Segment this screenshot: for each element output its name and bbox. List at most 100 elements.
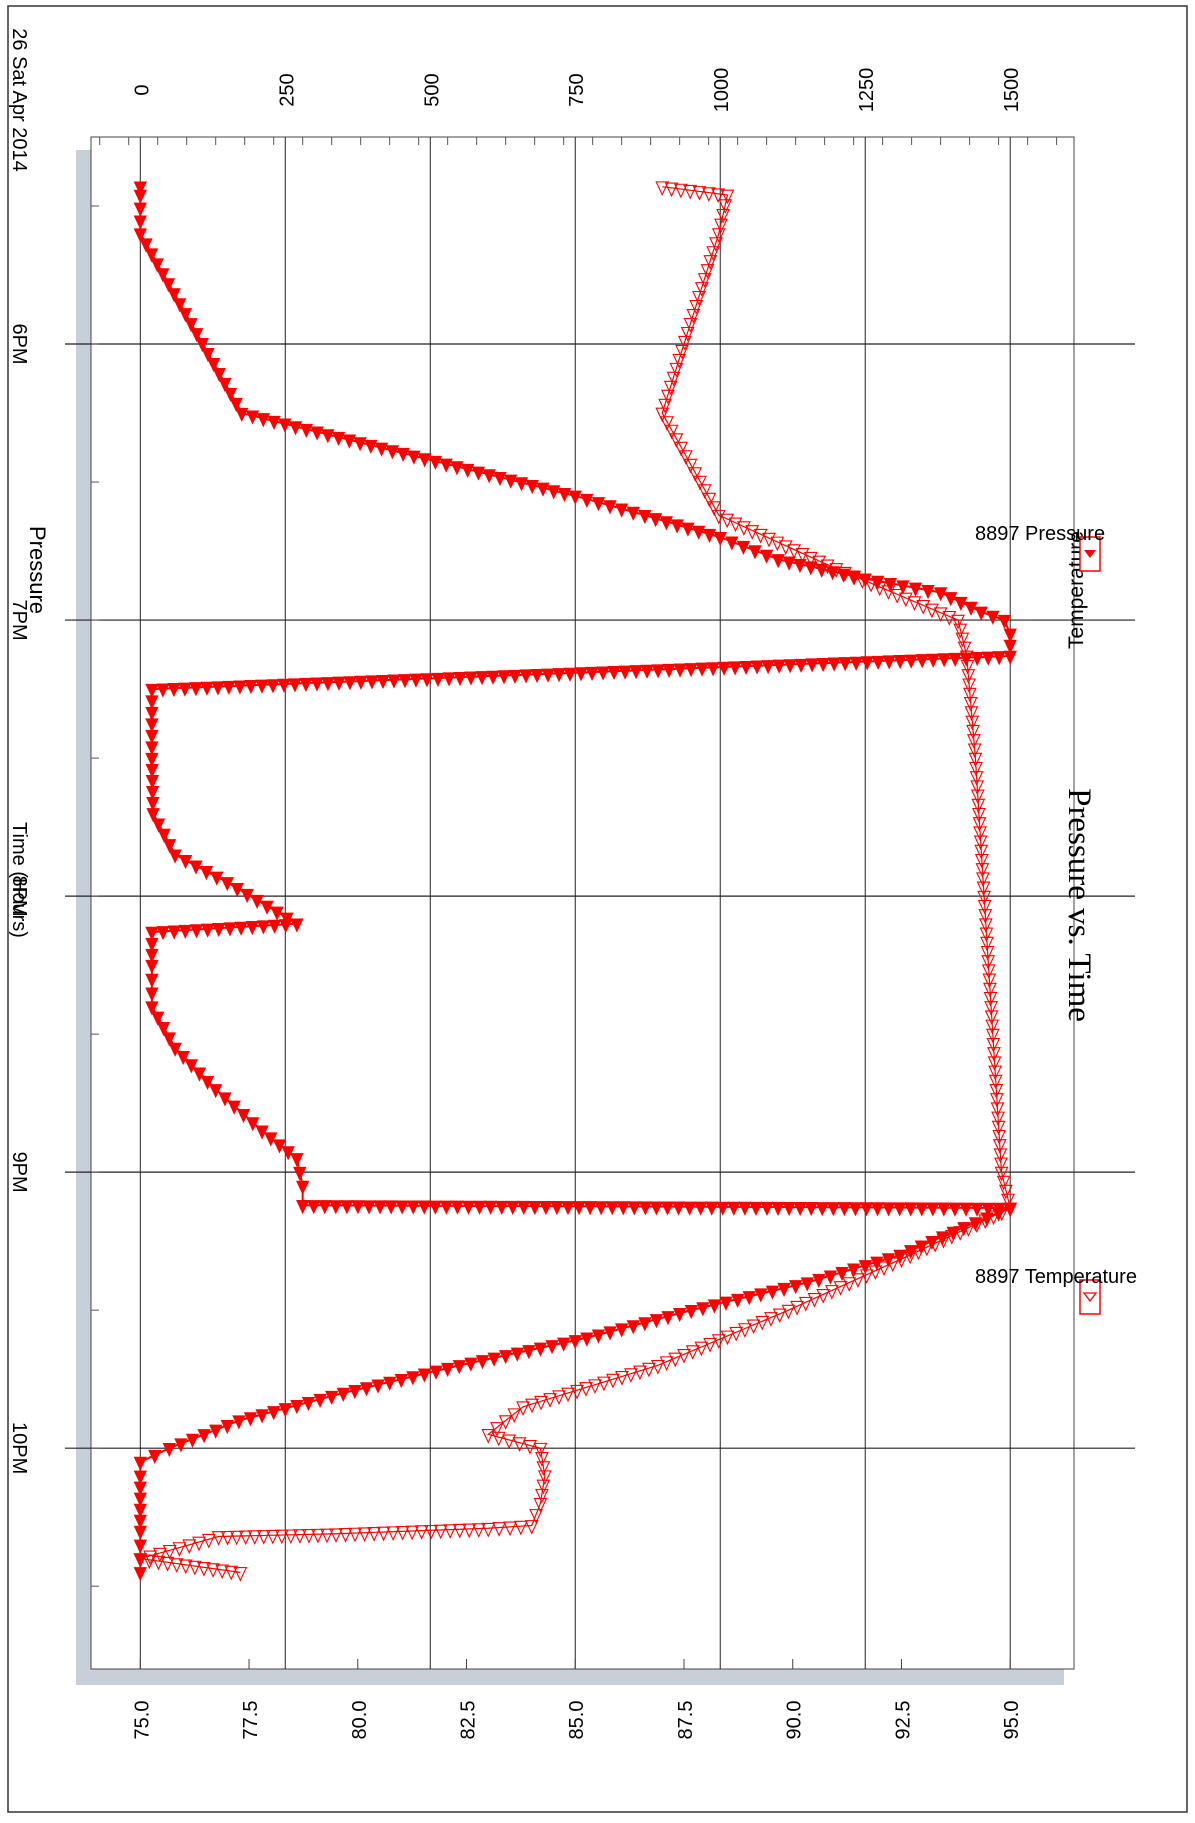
pressure-point xyxy=(376,674,390,690)
temperature-tick-label: 80.0 xyxy=(349,1701,371,1740)
pressure-point xyxy=(313,1393,327,1409)
temperature-point xyxy=(658,398,672,414)
temperature-point xyxy=(664,424,679,440)
temperature-point xyxy=(536,1479,551,1495)
temperature-point xyxy=(988,1065,1002,1081)
pressure-point xyxy=(450,1200,465,1215)
pressure-tick-label: 500 xyxy=(421,73,443,106)
pressure-point xyxy=(475,1355,490,1370)
temperature-point xyxy=(224,1565,239,1581)
pressure-point xyxy=(572,1201,586,1216)
pressure-point xyxy=(168,849,182,864)
pressure-point xyxy=(290,918,304,933)
pressure-point xyxy=(167,683,181,698)
pressure-point xyxy=(804,561,818,576)
temperature-point xyxy=(172,1542,187,1557)
temperature-point xyxy=(533,1498,548,1513)
pressure-point xyxy=(212,367,226,383)
pressure-point xyxy=(353,437,367,452)
pressure-point xyxy=(192,1067,207,1082)
pressure-point xyxy=(133,228,147,243)
pressure-point xyxy=(167,288,181,303)
pressure-point xyxy=(209,1084,223,1099)
temperature-point xyxy=(962,678,976,694)
pressure-tick-label: 1250 xyxy=(856,68,878,113)
pressure-point xyxy=(812,1273,826,1289)
pressure-point xyxy=(133,1525,147,1540)
pressure-point xyxy=(162,1032,176,1047)
temperature-point xyxy=(701,187,716,202)
pressure-point xyxy=(256,413,270,428)
pressure-point xyxy=(640,664,654,679)
pressure-point xyxy=(145,987,159,1002)
pressure-point xyxy=(974,606,988,621)
temperature-point xyxy=(680,326,695,342)
pressure-point xyxy=(310,426,324,441)
pressure-point xyxy=(981,1202,995,1217)
pressure-point xyxy=(145,1001,159,1016)
temperature-point xyxy=(991,1120,1006,1136)
pressure-point xyxy=(359,1382,374,1397)
temperature-point xyxy=(414,1525,429,1540)
pressure-point xyxy=(574,667,588,682)
temperature-point xyxy=(965,715,980,731)
temperature-point xyxy=(755,1315,770,1331)
pressure-series-group xyxy=(133,181,1017,1582)
pressure-point xyxy=(616,1201,630,1216)
pressure-point xyxy=(550,1201,564,1216)
temperature-point xyxy=(151,1555,166,1571)
pressure-point xyxy=(336,1387,350,1402)
pressure-point xyxy=(464,1357,478,1372)
temperature-point xyxy=(980,936,994,952)
pressure-point xyxy=(736,540,751,556)
pressure-point xyxy=(926,653,940,668)
pressure-point xyxy=(229,397,243,413)
pressure-point xyxy=(246,1117,260,1132)
pressure-point xyxy=(174,1438,188,1453)
pressure-point xyxy=(184,318,198,333)
pressure-point xyxy=(178,682,192,697)
pressure-point xyxy=(695,662,709,677)
temperature-point xyxy=(302,1529,316,1544)
temperature-point xyxy=(424,1524,439,1540)
pressure-point xyxy=(201,923,215,938)
temperature-point xyxy=(452,1523,467,1539)
pressure-point xyxy=(528,1200,542,1216)
pressure-point xyxy=(211,681,225,696)
pressure-point xyxy=(270,906,284,921)
pressure-point xyxy=(981,651,995,666)
pressure-point xyxy=(921,584,935,600)
pressure-point xyxy=(870,1202,885,1217)
temperature-point xyxy=(211,1531,226,1546)
pressure-point xyxy=(659,516,674,531)
pressure-point xyxy=(738,1201,752,1216)
pressure-point xyxy=(396,447,410,463)
temperature-point xyxy=(677,1348,691,1364)
left-axis-title: Pressure xyxy=(25,526,50,614)
pressure-point xyxy=(826,1202,840,1217)
pressure-point xyxy=(167,925,181,940)
pressure-point xyxy=(727,1201,741,1216)
pressure-tick-label: 1500 xyxy=(1001,68,1023,113)
temperature-point xyxy=(993,1148,1008,1164)
temperature-point xyxy=(689,300,704,315)
temperature-point xyxy=(525,1398,539,1414)
pressure-point xyxy=(133,1456,147,1471)
pressure-point xyxy=(420,673,434,688)
temperature-point xyxy=(534,1395,548,1411)
pressure-point xyxy=(212,922,226,938)
temperature-point xyxy=(206,1563,220,1578)
temperature-point xyxy=(979,927,994,943)
pressure-point xyxy=(937,1202,951,1217)
temperature-point xyxy=(992,1129,1007,1145)
pressure-point xyxy=(771,1201,785,1217)
pressure-point xyxy=(245,410,260,425)
temperature-point xyxy=(790,1300,804,1316)
pressure-point xyxy=(151,818,166,833)
pressure-point xyxy=(351,1200,365,1215)
pressure-point xyxy=(487,1352,501,1367)
pressure-point xyxy=(605,1201,619,1216)
pressure-point xyxy=(545,1340,559,1355)
temperature-point xyxy=(491,1431,506,1447)
